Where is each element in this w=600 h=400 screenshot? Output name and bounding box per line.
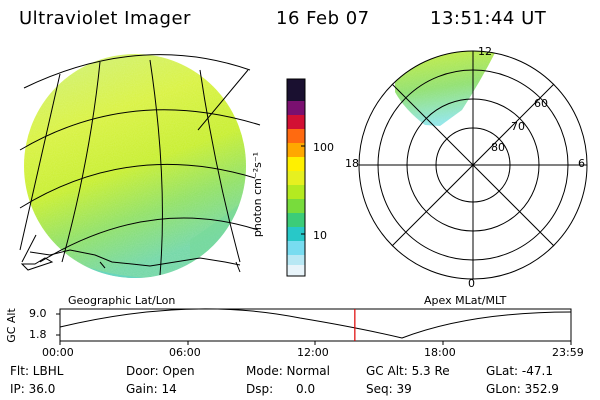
time-tick-1: 06:00: [169, 346, 201, 359]
polar-lat-80: 80: [491, 141, 505, 154]
altitude-curve: [59, 308, 572, 339]
colorbar: [286, 78, 306, 277]
glon-info: GLon: 352.9: [486, 382, 559, 396]
altitude-ytick-9: 9.0: [29, 307, 47, 320]
gc-alt-info: GC Alt: 5.3 Re: [366, 364, 450, 378]
polar-lat-60: 60: [534, 97, 548, 110]
coastline: [20, 249, 241, 273]
time-tick-3: 18:00: [424, 346, 456, 359]
time-label: 13:51:44 UT: [430, 8, 547, 29]
apex-grid-label: Apex MLat/MLT: [424, 294, 507, 307]
mode-info: Mode: Normal: [246, 364, 330, 378]
polar-mlt-0: 0: [468, 277, 475, 290]
dsp-label: Dsp:: [246, 382, 274, 396]
time-tick-0: 00:00: [42, 346, 74, 359]
dsp-value: 0.0: [296, 382, 316, 396]
ip-info: IP: 36.0: [10, 382, 56, 396]
polar-mlt-12: 12: [478, 45, 492, 58]
filter-info: Flt: LBHL: [10, 364, 64, 378]
glat-info: GLat: -47.1: [486, 364, 553, 378]
polar-plot: [358, 50, 588, 280]
colorbar-tick-100: 100: [313, 141, 334, 154]
door-info: Door: Open: [126, 364, 195, 378]
altitude-plot: [56, 308, 572, 345]
lat-lon-grid: [19, 54, 261, 276]
polar-mlt-18: 18: [345, 157, 359, 170]
time-tick-2: 12:00: [297, 346, 329, 359]
colorbar-unit-label: photon cm⁻²s⁻¹: [251, 151, 265, 238]
date-label: 16 Feb 07: [276, 8, 370, 29]
geographic-globe: [19, 54, 261, 278]
altitude-ytick-1-8: 1.8: [29, 328, 47, 341]
gain-info: Gain: 14: [126, 382, 177, 396]
instrument-title: Ultraviolet Imager: [19, 8, 191, 29]
polar-mlt-6: 6: [578, 157, 585, 170]
seq-info: Seq: 39: [366, 382, 412, 396]
geographic-grid-label: Geographic Lat/Lon: [68, 294, 176, 307]
polar-lat-70: 70: [511, 120, 525, 133]
colorbar-tick-10: 10: [313, 229, 327, 242]
time-tick-4: 23:59: [552, 346, 584, 359]
altitude-axis-label: GC Alt: [4, 308, 18, 343]
